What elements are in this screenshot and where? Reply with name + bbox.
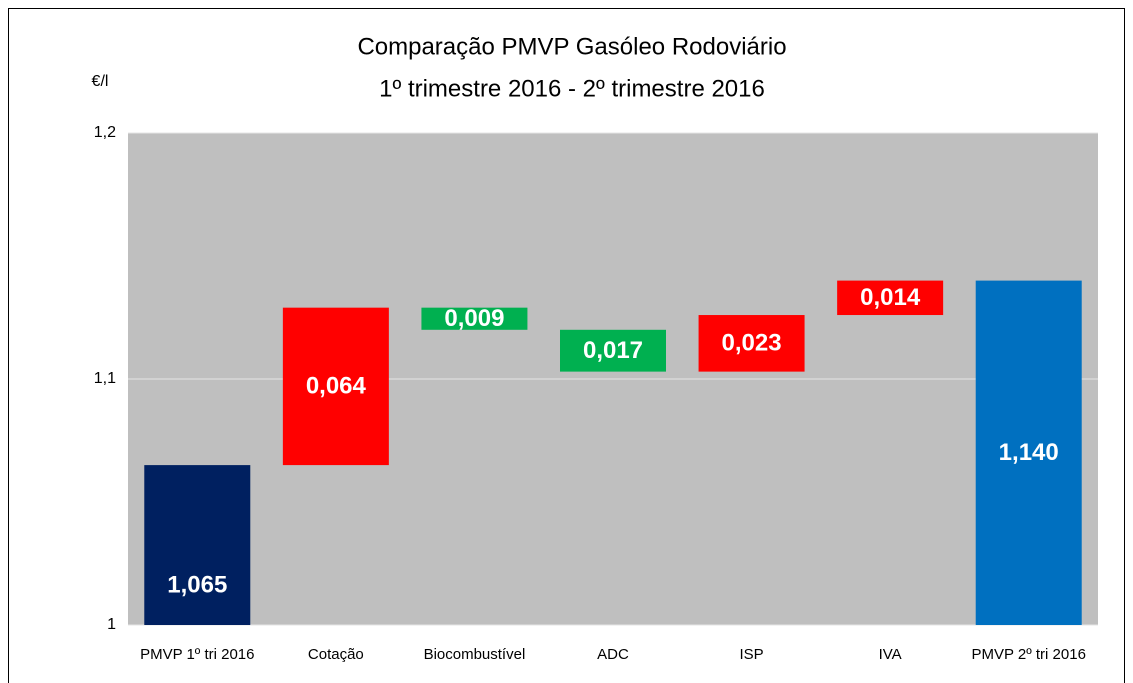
- x-tick-label: ISP: [739, 646, 763, 663]
- value-label: 1,140: [999, 439, 1059, 466]
- y-axis-label: €/l: [92, 73, 109, 90]
- chart-title: Comparação PMVP Gasóleo Rodoviário: [357, 33, 786, 60]
- value-label: 0,014: [860, 284, 921, 311]
- bar: [837, 280, 944, 316]
- x-tick-label: PMVP 2º tri 2016: [971, 646, 1085, 663]
- x-tick-label: ADC: [597, 646, 629, 663]
- value-label: 0,023: [722, 330, 782, 357]
- y-tick-label: 1,2: [94, 124, 116, 141]
- chart-subtitle: 1º trimestre 2016 - 2º trimestre 2016: [379, 75, 765, 102]
- x-tick-label: Biocombustível: [424, 646, 526, 663]
- x-tick-label: IVA: [879, 646, 902, 663]
- chart-border: [8, 8, 1125, 683]
- value-label: 0,009: [444, 305, 504, 332]
- bar: [421, 307, 528, 330]
- x-tick-label: Cotação: [308, 646, 364, 663]
- x-tick-label: PMVP 1º tri 2016: [140, 646, 254, 663]
- value-label: 1,065: [167, 571, 227, 598]
- bar: [560, 329, 666, 372]
- value-label: 0,064: [306, 373, 367, 400]
- bar: [975, 280, 1082, 625]
- bar: [282, 307, 389, 466]
- bar: [698, 315, 805, 372]
- value-label: 0,017: [583, 337, 643, 364]
- y-tick-label: 1,1: [94, 370, 116, 387]
- bar: [144, 465, 251, 625]
- y-tick-label: 1: [107, 616, 116, 633]
